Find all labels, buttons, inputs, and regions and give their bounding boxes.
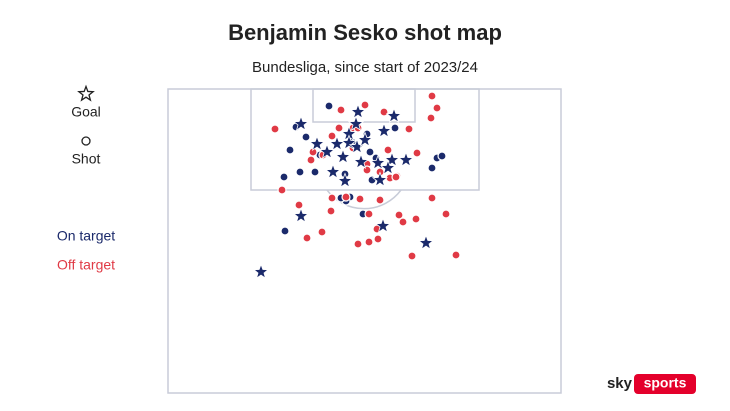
- shot-marker: [426, 113, 436, 123]
- shot-marker: [390, 123, 400, 133]
- shot-marker: [326, 206, 336, 216]
- goal-marker: [334, 148, 352, 164]
- goal-marker: [379, 159, 397, 175]
- shot-marker: [437, 151, 447, 161]
- shot-marker: [336, 105, 346, 115]
- shot-marker: [327, 193, 337, 203]
- shot-marker: [277, 185, 287, 195]
- shot-marker: [301, 132, 311, 142]
- goal-marker: [371, 171, 389, 187]
- logo-product: sports: [644, 375, 687, 391]
- shot-marker: [353, 239, 363, 249]
- goal-marker: [308, 135, 326, 151]
- goal-marker: [374, 217, 392, 233]
- legend-label: Goal: [71, 104, 101, 120]
- shot-marker: [279, 172, 289, 182]
- shot-marker: [432, 103, 442, 113]
- chart-title: Benjamin Sesko shot map: [228, 20, 502, 45]
- goal-marker: [352, 153, 370, 169]
- goal-marker: [356, 131, 374, 147]
- legend-symbol: [77, 84, 95, 102]
- shot-marker: [427, 193, 437, 203]
- legend-label: On target: [57, 228, 115, 244]
- shot-marker: [441, 209, 451, 219]
- goal-marker: [324, 163, 342, 179]
- shot-marker: [427, 91, 437, 101]
- shot-marker: [334, 123, 344, 133]
- goal-marker: [347, 115, 365, 131]
- goal-marker: [375, 122, 393, 138]
- goal-marker: [349, 103, 367, 119]
- legend-label: Shot: [72, 151, 101, 167]
- legend-label: Off target: [57, 257, 115, 273]
- shot-marker: [310, 167, 320, 177]
- shot-marker: [360, 100, 370, 110]
- goal-marker: [318, 143, 336, 159]
- shot-marker: [294, 200, 304, 210]
- goal-marker: [397, 151, 415, 167]
- shot-marker: [451, 250, 461, 260]
- shot-marker: [398, 217, 408, 227]
- shot-marker: [375, 195, 385, 205]
- shot-marker: [327, 131, 337, 141]
- shot-marker: [411, 214, 421, 224]
- shot-marker: [341, 192, 351, 202]
- goal-marker: [292, 115, 310, 131]
- legend-symbol: [81, 136, 91, 146]
- goal-marker: [340, 134, 358, 150]
- shot-marker: [373, 234, 383, 244]
- shot-marker: [407, 251, 417, 261]
- shot-marker: [364, 209, 374, 219]
- shot-marker: [364, 237, 374, 247]
- shot-marker: [379, 107, 389, 117]
- shot-marker: [427, 163, 437, 173]
- logo-box: [634, 374, 696, 394]
- shot-marker: [394, 210, 404, 220]
- shot-marker: [412, 148, 422, 158]
- shot-marker: [270, 124, 280, 134]
- logo-brand: sky: [607, 375, 633, 392]
- shot-marker: [302, 233, 312, 243]
- goal-marker: [417, 234, 435, 250]
- shot-marker: [383, 145, 393, 155]
- pitch: [167, 88, 562, 394]
- goal-marker: [292, 207, 310, 223]
- shot-marker: [324, 101, 334, 111]
- goal-marker: [328, 135, 346, 151]
- shot-marker: [317, 227, 327, 237]
- chart-subtitle: Bundesliga, since start of 2023/24: [252, 59, 478, 76]
- goal-marker: [383, 151, 401, 167]
- goal-marker: [252, 263, 270, 279]
- shot-marker: [280, 226, 290, 236]
- shot-marker: [404, 124, 414, 134]
- shot-marker: [306, 155, 316, 165]
- shot-marker: [365, 147, 375, 157]
- shot-marker: [391, 172, 401, 182]
- goal-marker: [385, 107, 403, 123]
- shot-marker: [285, 145, 295, 155]
- logo: sky sports: [607, 374, 696, 394]
- goal-marker: [369, 154, 387, 170]
- shot-marker: [295, 167, 305, 177]
- goal-marker: [336, 172, 354, 188]
- shot-marker: [355, 194, 365, 204]
